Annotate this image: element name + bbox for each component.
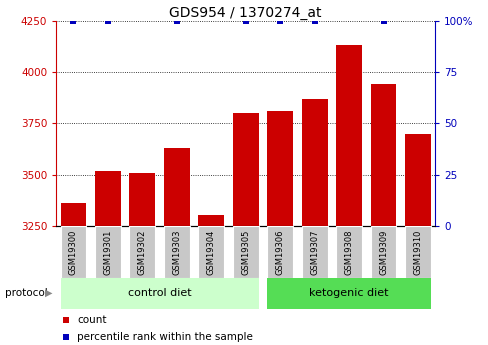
Text: percentile rank within the sample: percentile rank within the sample <box>77 333 252 342</box>
Bar <box>335 45 361 345</box>
Bar <box>404 226 430 278</box>
Text: GSM19307: GSM19307 <box>309 229 319 275</box>
Text: GSM19300: GSM19300 <box>69 229 78 275</box>
Bar <box>61 226 86 278</box>
Bar <box>163 226 189 278</box>
Title: GDS954 / 1370274_at: GDS954 / 1370274_at <box>169 6 321 20</box>
Bar <box>129 172 155 345</box>
Text: GSM19310: GSM19310 <box>413 229 422 275</box>
Bar <box>301 99 327 345</box>
Bar <box>335 226 361 278</box>
Text: GSM19304: GSM19304 <box>206 229 215 275</box>
Text: GSM19308: GSM19308 <box>344 229 353 275</box>
Text: count: count <box>77 315 106 325</box>
Bar <box>163 148 189 345</box>
Bar <box>95 170 121 345</box>
Bar <box>95 226 121 278</box>
Text: GSM19309: GSM19309 <box>378 229 387 275</box>
Bar <box>61 278 258 309</box>
Bar <box>129 226 155 278</box>
Bar <box>198 215 224 345</box>
Bar <box>232 226 258 278</box>
Bar <box>61 204 86 345</box>
Text: GSM19306: GSM19306 <box>275 229 284 275</box>
Bar <box>301 226 327 278</box>
Bar <box>370 226 396 278</box>
Bar <box>267 278 430 309</box>
Bar <box>232 113 258 345</box>
Text: protocol: protocol <box>5 288 47 298</box>
Bar <box>267 111 292 345</box>
Text: GSM19305: GSM19305 <box>241 229 250 275</box>
Text: GSM19303: GSM19303 <box>172 229 181 275</box>
Bar <box>267 226 292 278</box>
Text: ▶: ▶ <box>45 288 52 298</box>
Bar <box>370 84 396 345</box>
Bar <box>198 226 224 278</box>
Text: ketogenic diet: ketogenic diet <box>309 288 388 298</box>
Text: GSM19301: GSM19301 <box>103 229 112 275</box>
Bar <box>404 134 430 345</box>
Text: GSM19302: GSM19302 <box>138 229 146 275</box>
Text: control diet: control diet <box>127 288 191 298</box>
